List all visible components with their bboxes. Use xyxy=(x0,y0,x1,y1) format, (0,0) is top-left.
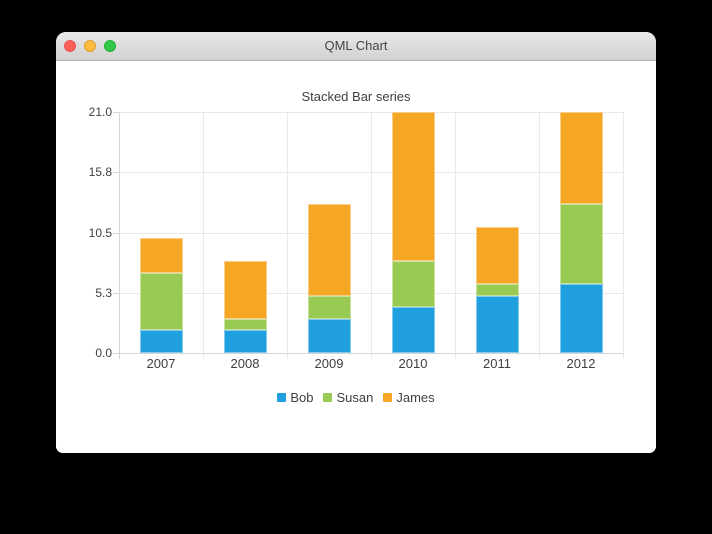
bar-segment-bob-2010 xyxy=(391,307,435,353)
y-axis-tick-label: 10.5 xyxy=(88,225,112,240)
minimize-button[interactable] xyxy=(84,40,96,52)
y-axis-tick-label: 0.0 xyxy=(95,346,112,360)
y-axis-tick-label: 21.0 xyxy=(88,105,112,119)
bar-segment-bob-2007 xyxy=(139,330,183,353)
x-axis-category-label: 2008 xyxy=(230,356,260,371)
bar-segment-susan-2007 xyxy=(139,272,183,331)
bar-segment-bob-2008 xyxy=(223,330,267,353)
bar-segment-james-2007 xyxy=(139,238,183,273)
bar-segment-james-2009 xyxy=(307,203,351,296)
y-axis-tick xyxy=(113,353,119,354)
plot-vertical-gridline xyxy=(455,112,456,359)
x-axis-category-label: 2007 xyxy=(146,356,176,371)
bar-segment-susan-2010 xyxy=(391,261,435,308)
chart-legend: Bob Susan James xyxy=(56,389,656,405)
plot-horizontal-gridline xyxy=(119,112,623,113)
plot-horizontal-gridline xyxy=(119,172,623,174)
bar-segment-james-2008 xyxy=(223,261,267,319)
y-axis-tick-label: 5.3 xyxy=(95,285,112,300)
bar-segment-bob-2012 xyxy=(559,284,603,353)
legend-item-james: James xyxy=(383,389,435,405)
plot-vertical-gridline xyxy=(539,112,540,359)
bar-segment-susan-2012 xyxy=(559,203,603,285)
legend-item-bob: Bob xyxy=(277,390,313,405)
plot-horizontal-gridline xyxy=(119,353,623,354)
app-window: QML Chart Stacked Bar series 0.0 5.3 10.5 1… xyxy=(56,32,656,453)
legend-marker-icon xyxy=(323,392,333,402)
bar-segment-james-2010 xyxy=(391,112,435,262)
bar-segment-james-2012 xyxy=(559,112,603,204)
plot-vertical-gridline xyxy=(371,112,372,359)
x-axis-category-label: 2011 xyxy=(483,356,511,371)
y-axis-tick xyxy=(113,112,119,113)
close-button[interactable] xyxy=(64,40,76,52)
plot-vertical-gridline xyxy=(119,112,120,359)
window-titlebar[interactable]: QML Chart xyxy=(56,32,656,61)
y-axis-tick xyxy=(113,172,119,174)
legend-marker-icon xyxy=(277,392,287,402)
y-axis-tick-label: 15.8 xyxy=(88,165,112,180)
bar-segment-james-2011 xyxy=(475,226,519,285)
bar-segment-bob-2009 xyxy=(307,318,351,353)
chart-title: Stacked Bar series xyxy=(301,89,411,104)
window-title: QML Chart xyxy=(324,38,388,53)
chart: Stacked Bar series 0.0 5.3 10.5 15.8 21.0 200… xyxy=(56,61,656,453)
bar-segment-bob-2011 xyxy=(475,295,519,353)
x-axis-category-label: 2012 xyxy=(566,356,596,371)
zoom-button[interactable] xyxy=(104,40,116,52)
legend-label: James xyxy=(396,389,435,405)
legend-item-susan: Susan xyxy=(323,390,373,405)
plot-vertical-gridline xyxy=(623,112,624,359)
plot-horizontal-gridline xyxy=(119,232,623,234)
bar-segment-susan-2011 xyxy=(475,284,519,296)
plot-horizontal-gridline xyxy=(119,292,623,294)
legend-label: Susan xyxy=(336,389,374,405)
bar-segment-susan-2009 xyxy=(307,295,351,319)
x-axis-category-label: 2009 xyxy=(314,356,344,371)
window-content: Stacked Bar series 0.0 5.3 10.5 15.8 21.0 200… xyxy=(56,61,656,453)
bar-segment-susan-2008 xyxy=(223,318,267,331)
plot-vertical-gridline xyxy=(203,112,204,359)
x-axis-category-label: 2010 xyxy=(398,356,428,371)
y-axis-tick xyxy=(113,292,119,294)
plot-vertical-gridline xyxy=(287,112,288,359)
legend-marker-icon xyxy=(383,392,393,402)
legend-label: Bob xyxy=(290,389,314,405)
y-axis-tick xyxy=(113,232,119,234)
